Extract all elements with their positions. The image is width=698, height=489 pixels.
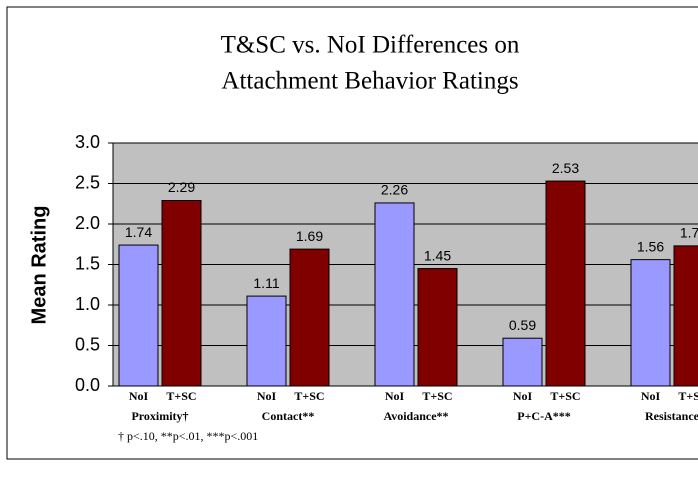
y-tick-label: 1.0 [75,294,100,314]
value-label: 1.69 [296,228,323,244]
bar [673,245,698,387]
bar [545,180,586,387]
bar [118,244,159,387]
y-tick-label: 0.0 [75,375,100,395]
legend-label: NoI [641,389,661,403]
legend-label: T+SC [678,389,698,403]
y-tick-label: 2.0 [75,213,100,233]
legend-label: T+SC [422,389,452,403]
bar [630,259,671,387]
bar [502,337,543,387]
value-label: 1.45 [424,247,451,263]
x-tick-label: Contact** [262,409,315,423]
footnote: † p<.10, **p<.01, ***p<.001 [118,429,258,443]
chart-title: Attachment Behavior Ratings [221,68,518,95]
legend-label: NoI [129,389,149,403]
legend-label: T+SC [166,389,196,403]
legend-label: T+SC [294,389,324,403]
y-axis-label: Mean Rating [28,206,50,325]
x-tick-label: Resistance [645,409,698,423]
value-label: 0.59 [509,317,536,333]
value-label: 1.74 [125,224,152,240]
bar [289,248,330,387]
bar [246,295,287,387]
x-tick-label: Proximity† [131,409,188,423]
y-tick-label: 3.0 [75,132,100,152]
value-label: 2.53 [552,160,579,176]
legend-label: NoI [257,389,277,403]
legend-label: NoI [513,389,533,403]
bar [417,268,458,387]
value-label: 2.26 [381,182,408,198]
legend-label: T+SC [550,389,580,403]
value-label: 1.56 [637,238,664,254]
y-tick-label: 0.5 [75,334,100,354]
bar [374,202,415,387]
chart-title: T&SC vs. NoI Differences on [221,32,520,59]
value-label: 2.29 [168,179,195,195]
bar [161,200,202,387]
x-tick-label: Avoidance** [383,409,448,423]
value-label: 1.11 [253,275,279,291]
y-tick-label: 2.5 [75,172,100,192]
x-tick-label: P+C-A*** [517,409,571,423]
value-label: 1.73 [680,225,698,241]
y-tick-label: 1.5 [75,253,100,273]
legend-label: NoI [385,389,405,403]
